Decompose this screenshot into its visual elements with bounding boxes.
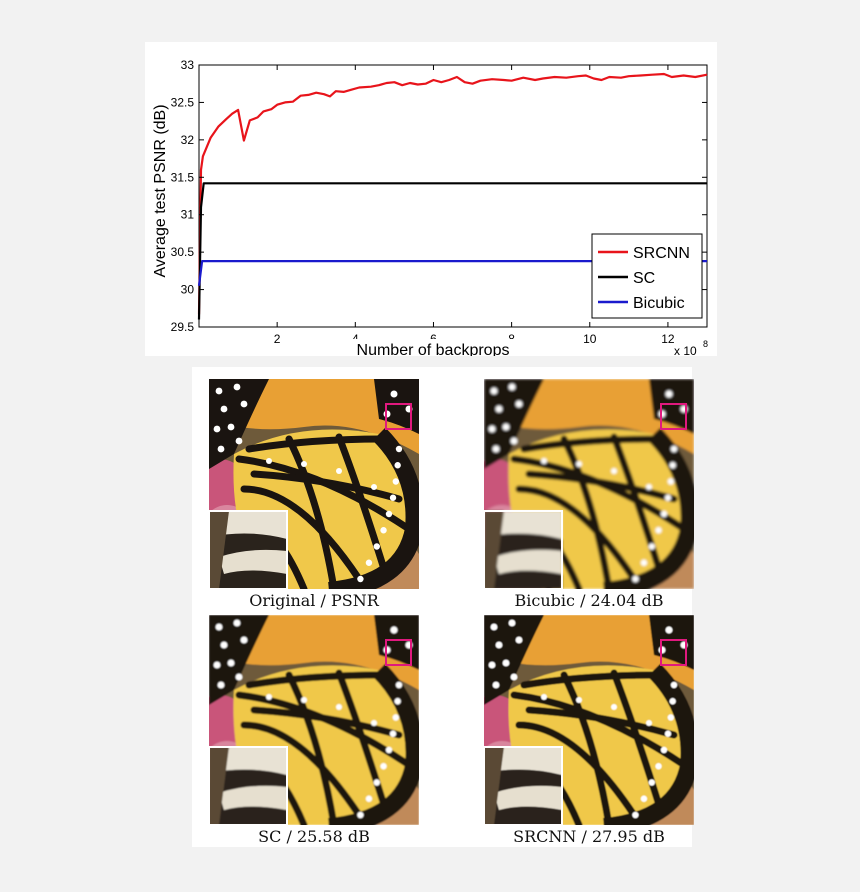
series-line-sc — [197, 182, 707, 320]
panel-original: Original / PSNR — [209, 379, 419, 610]
x-multiplier-label: x 10 — [674, 344, 697, 356]
panel-caption: Bicubic / 24.04 dB — [514, 591, 664, 610]
x-tick-label: 12 — [661, 332, 675, 346]
butterfly-image — [209, 379, 419, 589]
legend-entry-sc: SC — [633, 270, 655, 287]
zoom-highlight-box — [385, 639, 412, 666]
x-tick-label: 10 — [583, 332, 597, 346]
legend: SRCNN SC Bicubic — [591, 233, 703, 319]
butterfly-image — [484, 615, 694, 825]
y-tick-label: 33 — [181, 58, 195, 72]
y-tick-label: 30 — [181, 283, 195, 297]
zoom-highlight-box — [660, 403, 687, 430]
x-axis-label: Number of backprops — [357, 342, 510, 356]
comparison-figure: Original / PSNR Bicubic / 24.04 dB SC / … — [192, 367, 694, 847]
x-tick-label: 2 — [274, 332, 281, 346]
y-tick-label: 32 — [181, 133, 195, 147]
x-multiplier-exponent: 8 — [703, 339, 708, 349]
panel-bicubic: Bicubic / 24.04 dB — [484, 379, 694, 610]
zoom-inset — [484, 747, 562, 825]
butterfly-image — [484, 379, 694, 589]
y-tick-label: 32.5 — [171, 95, 195, 109]
zoom-inset — [209, 747, 287, 825]
series-line-bicubic — [197, 260, 707, 286]
panel-srcnn: SRCNN / 27.95 dB — [484, 615, 694, 846]
y-tick-label: 31 — [181, 208, 195, 222]
panel-caption: SRCNN / 27.95 dB — [513, 827, 665, 846]
zoom-highlight-box — [660, 639, 687, 666]
legend-entry-bicubic: Bicubic — [633, 295, 685, 312]
panel-caption: SC / 25.58 dB — [258, 827, 370, 846]
series-line-srcnn — [197, 72, 708, 315]
y-tick-label: 29.5 — [171, 320, 195, 334]
y-tick-label: 31.5 — [171, 170, 195, 184]
legend-entry-srcnn: SRCNN — [633, 245, 690, 262]
zoom-highlight-box — [385, 403, 412, 430]
zoom-inset — [209, 511, 287, 589]
y-axis-label: Average test PSNR (dB) — [152, 104, 169, 277]
zoom-inset — [484, 511, 562, 589]
y-tick-label: 30.5 — [171, 245, 195, 259]
panel-sc: SC / 25.58 dB — [209, 615, 419, 846]
panel-caption: Original / PSNR — [249, 591, 379, 610]
butterfly-image — [209, 615, 419, 825]
xlabel-background — [350, 339, 570, 356]
